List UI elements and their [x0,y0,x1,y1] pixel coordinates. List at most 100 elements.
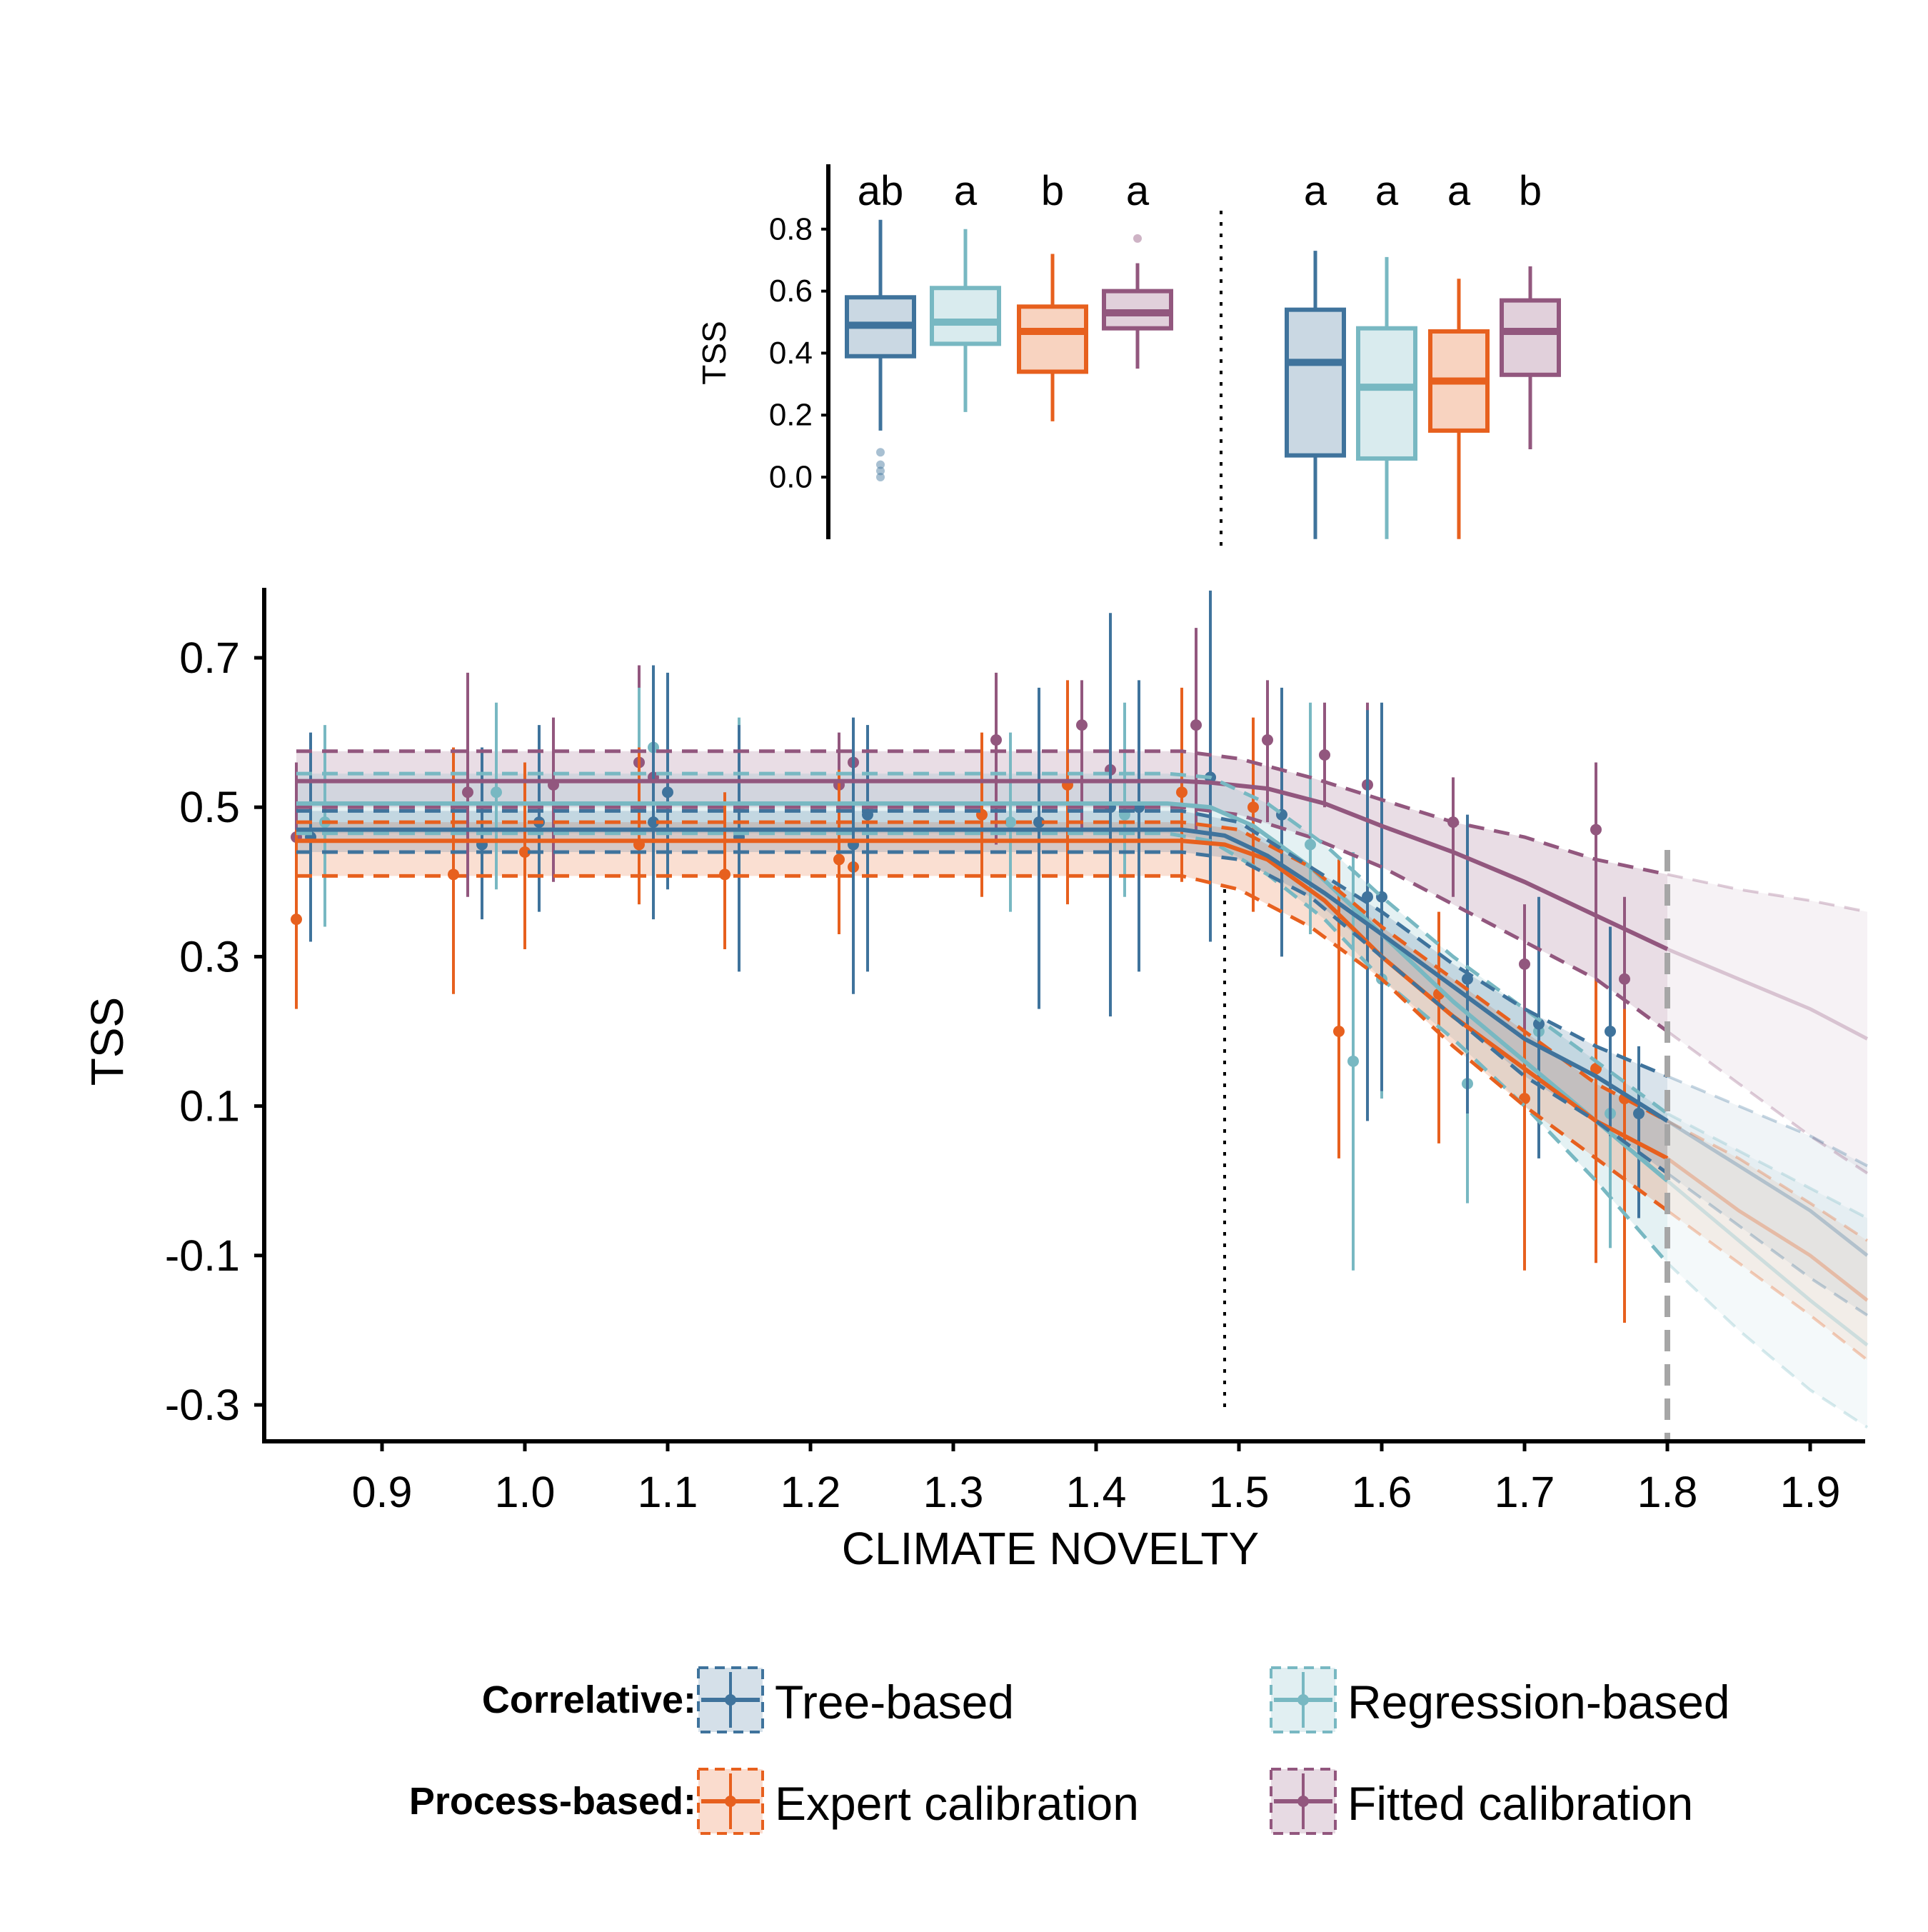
fit-line-tree [296,827,1669,1123]
ci-upper-extrapolated-tree [1667,1074,1868,1168]
main-y-tick-label: -0.1 [165,1231,240,1280]
ci-upper-fitted [296,749,1668,876]
point-expert [1176,786,1188,799]
ribbon-expert [296,822,1667,1211]
legend-label-fitted: Fitted calibration [1347,1777,1693,1830]
main-x-tick-label: 1.5 [1209,1468,1270,1516]
fit-line-regression [296,801,1669,1183]
point-fitted [462,786,473,799]
box-tree-right: a [1285,168,1346,539]
point-expert [833,854,845,866]
box-outlier [876,466,885,476]
ribbon-fitted [296,751,1667,1031]
legend-label-expert: Expert calibration [775,1777,1139,1830]
point-expert [1590,1063,1602,1075]
legend: Correlative: Process-based: Tree-based R… [409,1666,1730,1835]
box-fitted-right: b [1500,168,1561,449]
inset-y-tick-label: 0.8 [769,211,813,246]
main-x-tick-label: 1.4 [1066,1468,1127,1516]
main-panel: 0.9 1.0 1.1 1.2 1.3 1.4 1.5 1.6 1.7 1.8 1.9 -0.3 -0.… [81,588,1869,1574]
main-x-tick-label: 1.8 [1637,1468,1698,1516]
point-fitted [1590,824,1602,836]
point-tree [662,786,673,799]
main-x-title: CLIMATE NOVELTY [842,1523,1259,1574]
significance-letter: a [1447,168,1471,214]
significance-letter: b [1519,168,1542,214]
significance-letter: ab [858,168,904,214]
main-y-tick-label: 0.7 [179,634,240,682]
ci-upper-expert [296,820,1669,1123]
box-outlier [876,460,885,469]
point-tree [1033,816,1045,829]
point-tree [1633,1108,1645,1120]
point-expert [519,846,531,858]
significance-letter: a [954,168,978,214]
box-body [1356,326,1417,461]
point-fitted [1319,749,1330,761]
box-body [1500,298,1561,377]
point-tree [648,816,659,829]
ci-lower-fitted [296,805,1669,1033]
main-x-tick-label: 1.3 [923,1468,984,1516]
inset-y-tick-label: 0.4 [769,336,813,371]
box-body [1017,304,1088,374]
box-expert-right: a [1428,168,1490,539]
fit-line-extrapolated-tree [1666,1119,1869,1257]
legend-group-correlative: Correlative: [482,1678,696,1721]
ribbon-extrapolated-tree [1667,1076,1867,1316]
box-body [1285,307,1346,458]
significance-letter: b [1041,168,1064,214]
main-y-tick-label: 0.5 [179,783,240,831]
main-x-tick-label: 1.9 [1780,1468,1841,1516]
main-x-tick-label: 1.0 [495,1468,556,1516]
fit-line-fitted [296,779,1669,951]
fit-line-extrapolated-regression [1666,1179,1869,1347]
point-regression [491,786,502,799]
box-outlier [1133,234,1142,243]
fit-line-expert [296,839,1669,1161]
inset-y-tick-label: 0.0 [769,460,813,495]
point-expert [1247,801,1259,814]
ribbon-extrapolated-fitted [1667,874,1867,1173]
ci-lower-extrapolated-expert [1666,1209,1869,1361]
point-fitted [1262,734,1273,746]
box-tree-left: ab [845,168,916,481]
ribbon-extrapolated-regression [1667,1113,1867,1428]
ci-lower-tree [296,850,1669,1175]
inset-y-tick-label: 0.6 [769,274,813,309]
point-expert [1333,1026,1345,1037]
legend-key-fitted [1270,1768,1337,1835]
main-y-tick-label: 0.1 [179,1082,240,1131]
ci-upper-extrapolated-fitted [1667,873,1868,914]
box-expert-left: b [1017,168,1088,421]
main-x-tick-label: 0.9 [352,1468,413,1516]
point-fitted [1519,958,1530,970]
legend-swatch-point [1297,1796,1309,1807]
legend-swatch-point [725,1796,736,1807]
ci-upper-extrapolated-expert [1667,1119,1869,1242]
legend-label-tree: Tree-based [775,1676,1014,1728]
inset-y-tick-label: 0.2 [769,398,813,433]
box-outlier [876,448,885,457]
ci-lower-extrapolated-fitted [1666,1030,1869,1175]
point-regression [1347,1055,1359,1067]
point-fitted [990,734,1002,746]
main-x-tick-label: 1.7 [1495,1468,1555,1516]
significance-letter: a [1375,168,1399,214]
significance-letter: a [1304,168,1327,214]
box-fitted-left: a [1102,168,1173,369]
fit-line-extrapolated-fitted [1667,947,1869,1041]
legend-key-expert [697,1768,764,1835]
ci-lower-regression [296,831,1669,1264]
ci-upper-regression [296,771,1669,1116]
main-y-tick-label: 0.3 [179,932,240,981]
ci-upper-tree [296,809,1668,1078]
main-x-tick-label: 1.1 [638,1468,698,1516]
box-regression-left: a [930,168,1001,412]
ribbon-regression [296,774,1667,1263]
main-y-tick-label: -0.3 [165,1381,240,1429]
ci-upper-extrapolated-regression [1667,1112,1868,1220]
legend-key-tree [697,1666,764,1733]
main-x-tick-label: 1.6 [1352,1468,1412,1516]
